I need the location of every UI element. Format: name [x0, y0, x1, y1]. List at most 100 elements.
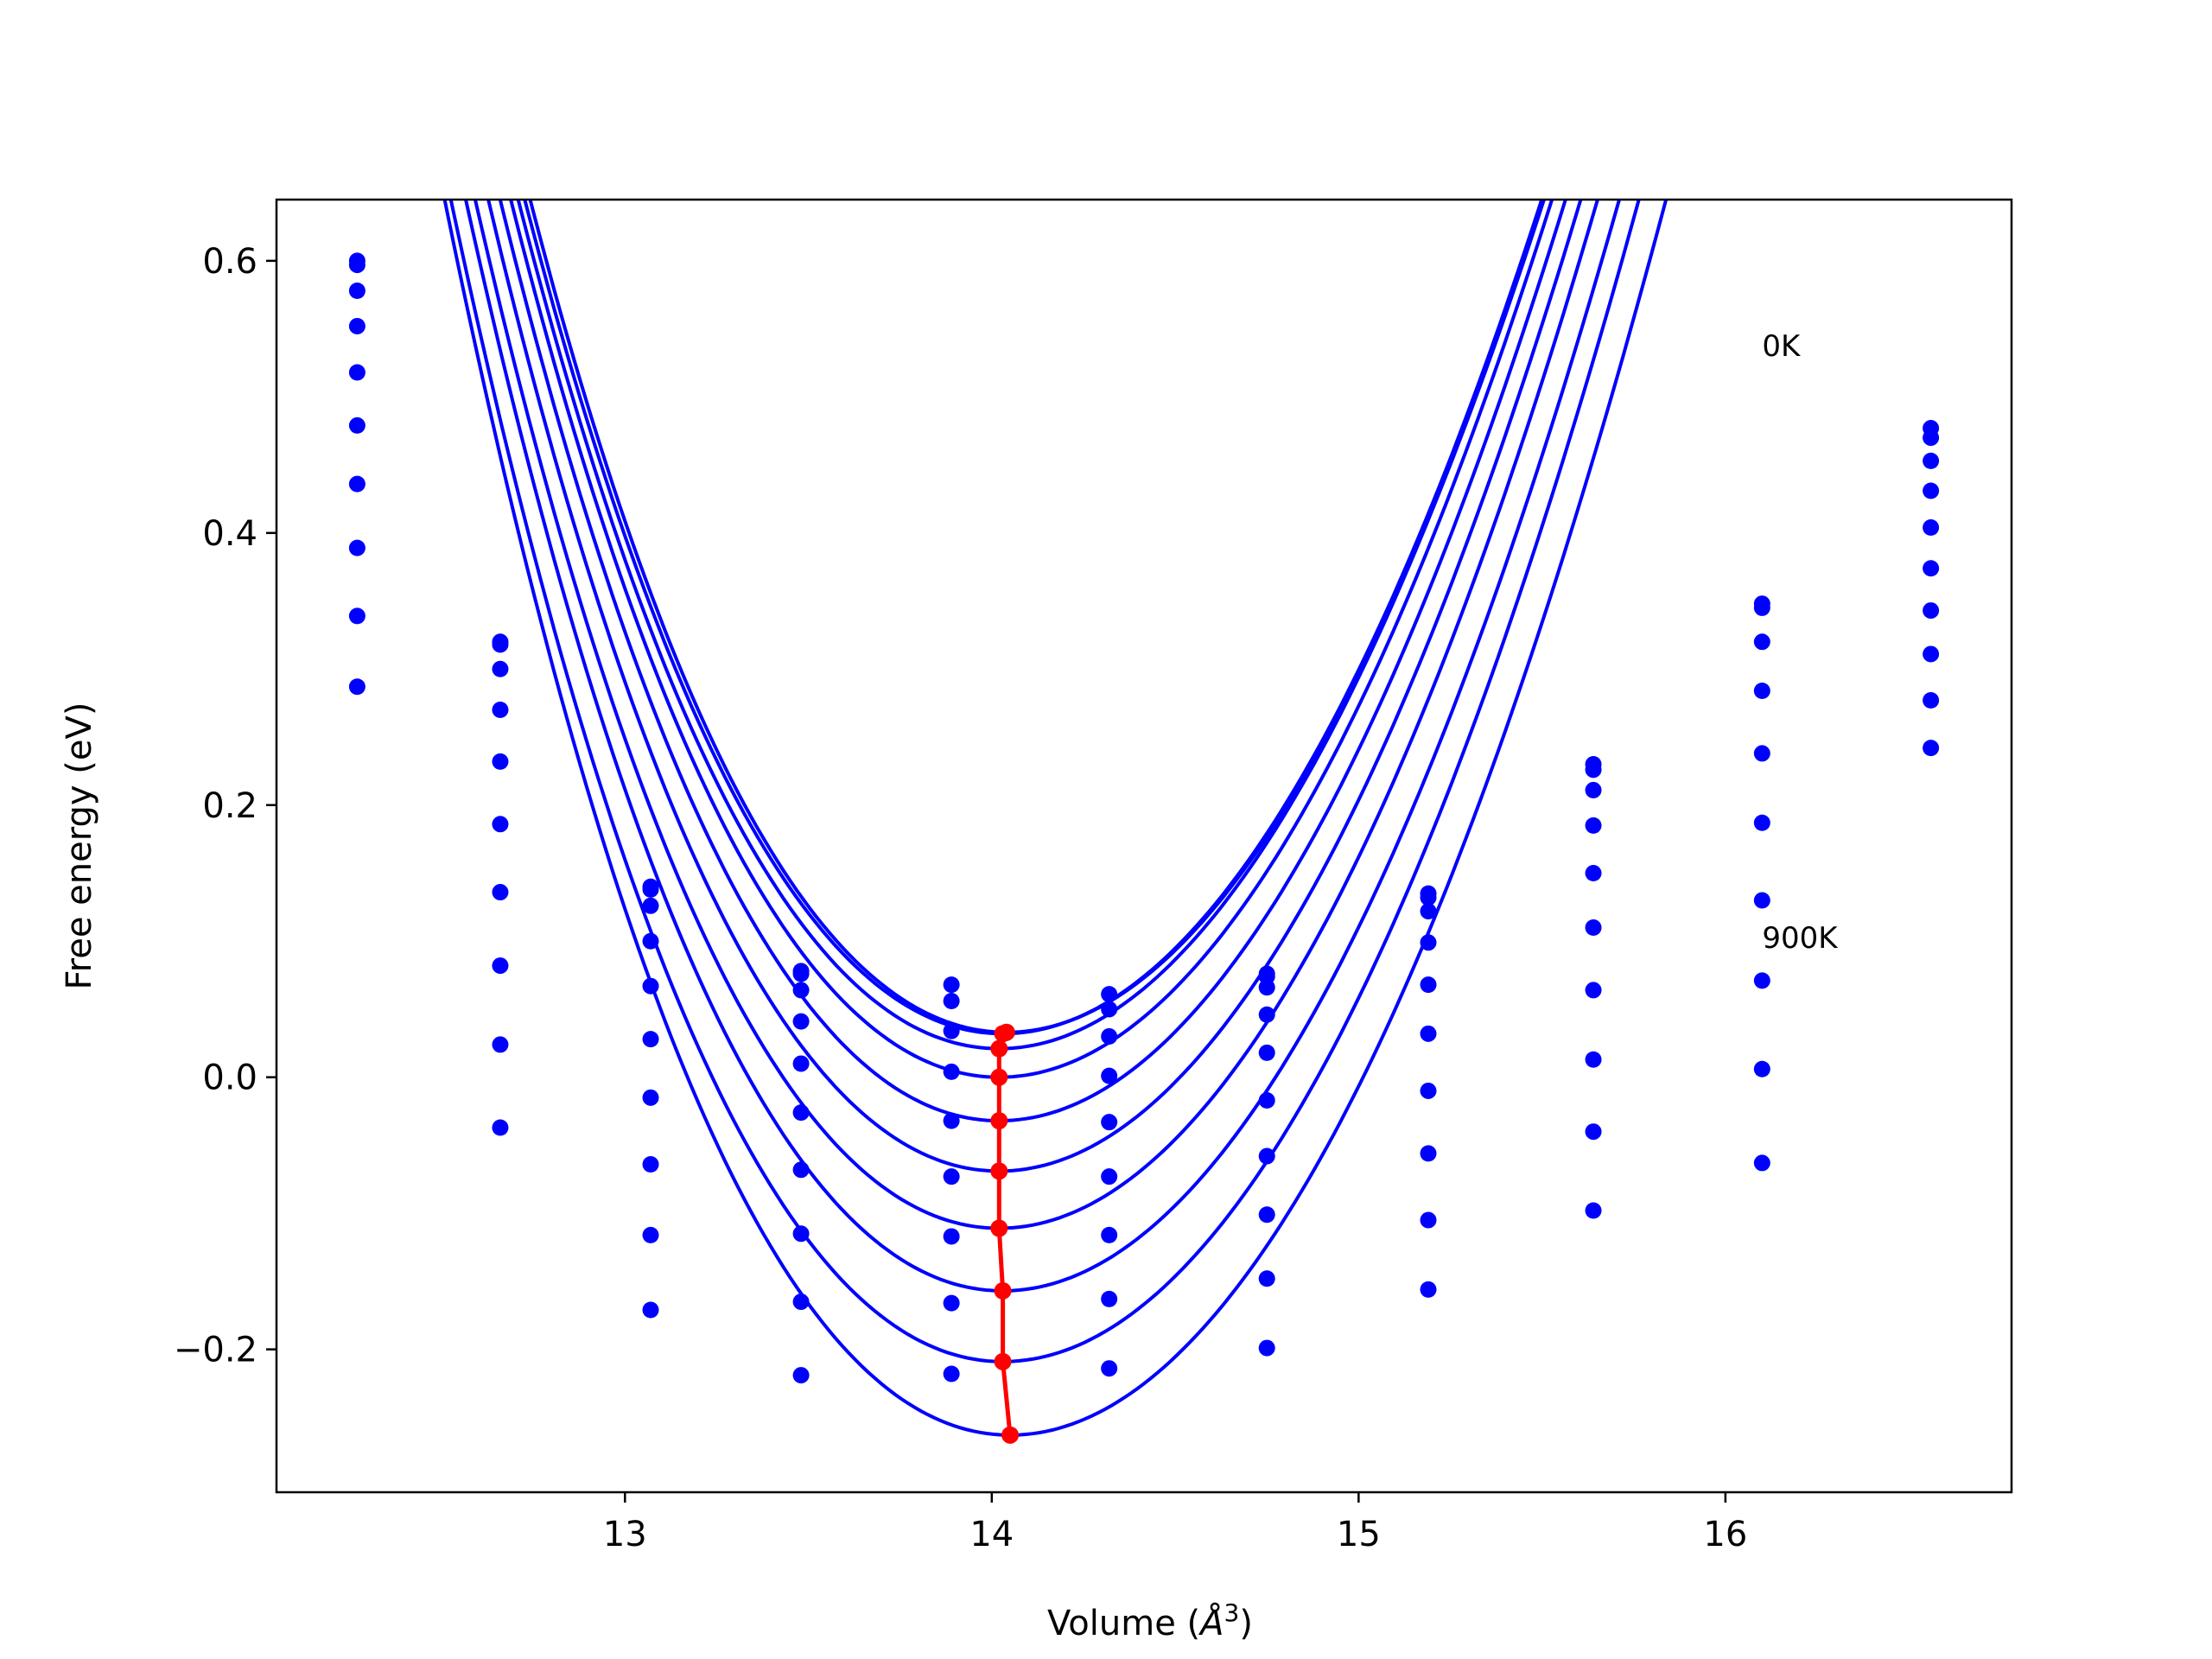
data-point — [943, 1022, 960, 1039]
minimum-point — [990, 1068, 1008, 1086]
data-point — [943, 1365, 960, 1382]
data-point — [1101, 1067, 1118, 1084]
data-point — [1923, 740, 1940, 757]
data-point — [348, 257, 365, 274]
data-point — [1101, 1226, 1118, 1243]
fit-curve-500K — [486, 200, 1583, 1173]
data-point — [1585, 918, 1602, 936]
data-point — [1585, 864, 1602, 881]
data-point — [1585, 817, 1602, 834]
minimum-point — [994, 1025, 1012, 1043]
x-axis-label: Volume (Å3) — [1047, 1599, 1253, 1643]
data-point — [492, 702, 509, 719]
data-point — [642, 897, 659, 914]
data-point — [492, 957, 509, 975]
data-point — [943, 993, 960, 1010]
data-point — [1753, 599, 1770, 616]
data-point — [1585, 761, 1602, 779]
data-point — [1420, 1145, 1437, 1162]
data-point — [348, 475, 365, 493]
y-axis: −0.2 0.0 0.2 0.4 0.6 — [174, 242, 276, 1370]
x-tick-label: 13 — [603, 1515, 647, 1554]
data-point — [1923, 560, 1940, 577]
minimum-point — [1001, 1426, 1020, 1444]
y-tick-label: 0.4 — [202, 514, 257, 554]
data-point — [1923, 645, 1940, 663]
data-point — [1753, 1154, 1770, 1172]
data-point — [1101, 1001, 1118, 1018]
data-point — [792, 1225, 810, 1243]
data-point — [492, 816, 509, 833]
x-tick-label: 14 — [969, 1515, 1014, 1554]
minimum-point — [990, 1112, 1008, 1130]
data-point — [1923, 482, 1940, 499]
data-point — [1420, 934, 1437, 951]
data-point — [1420, 1082, 1437, 1099]
data-point — [1585, 1051, 1602, 1068]
data-point — [1258, 979, 1275, 996]
data-point — [642, 1089, 659, 1106]
data-point — [492, 1119, 509, 1136]
data-point — [792, 1294, 810, 1311]
data-point — [792, 1055, 810, 1072]
fit-curves — [442, 200, 1669, 1437]
data-point — [1101, 986, 1118, 1003]
minimum-point — [990, 1162, 1008, 1180]
data-point — [792, 1161, 810, 1179]
annotation-label: 0K — [1762, 329, 1802, 364]
data-point — [1258, 1091, 1275, 1109]
data-point — [348, 416, 365, 434]
fit-curve-300K — [509, 200, 1554, 1079]
data-point — [1258, 1044, 1275, 1061]
data-point — [1258, 1339, 1275, 1357]
data-point — [1923, 452, 1940, 469]
data-point — [1258, 1270, 1275, 1287]
data-point — [1420, 976, 1437, 994]
data-point — [1923, 429, 1940, 447]
data-point — [943, 1294, 960, 1312]
data-point — [642, 932, 659, 950]
data-point — [792, 965, 810, 982]
data-points — [348, 252, 1940, 1384]
data-point — [1753, 745, 1770, 762]
data-point — [1420, 1281, 1437, 1298]
fit-curve-100K — [523, 200, 1544, 1036]
data-point — [492, 660, 509, 677]
x-axis: 13 14 15 16 — [603, 1492, 1747, 1554]
data-point — [943, 1168, 960, 1185]
data-point — [348, 364, 365, 381]
data-point — [348, 607, 365, 625]
x-tick-label: 16 — [1703, 1515, 1747, 1554]
data-point — [1101, 1114, 1118, 1131]
data-point — [1923, 602, 1940, 620]
data-point — [943, 976, 960, 994]
data-point — [1258, 1147, 1275, 1165]
fit-curve-400K — [498, 200, 1567, 1123]
data-point — [1753, 814, 1770, 831]
data-point — [1258, 1006, 1275, 1023]
data-point — [1420, 1025, 1437, 1042]
data-point — [1753, 1060, 1770, 1077]
annotations: 0K 900K — [1762, 329, 1839, 956]
data-point — [1585, 982, 1602, 999]
data-point — [1101, 1290, 1118, 1307]
data-point — [1923, 692, 1940, 709]
data-point — [492, 636, 509, 653]
data-point — [642, 1155, 659, 1173]
data-point — [348, 678, 365, 696]
data-point — [642, 880, 659, 898]
y-tick-label: 0.0 — [202, 1058, 257, 1098]
data-point — [943, 1112, 960, 1129]
data-point — [642, 977, 659, 995]
data-point — [792, 1367, 810, 1384]
data-point — [492, 753, 509, 770]
data-point — [1101, 1027, 1118, 1045]
data-point — [1753, 892, 1770, 909]
minimum-point — [994, 1352, 1012, 1370]
data-point — [792, 982, 810, 999]
data-point — [943, 1063, 960, 1080]
fit-curve-600K — [473, 200, 1600, 1230]
minimum-point — [990, 1039, 1008, 1058]
